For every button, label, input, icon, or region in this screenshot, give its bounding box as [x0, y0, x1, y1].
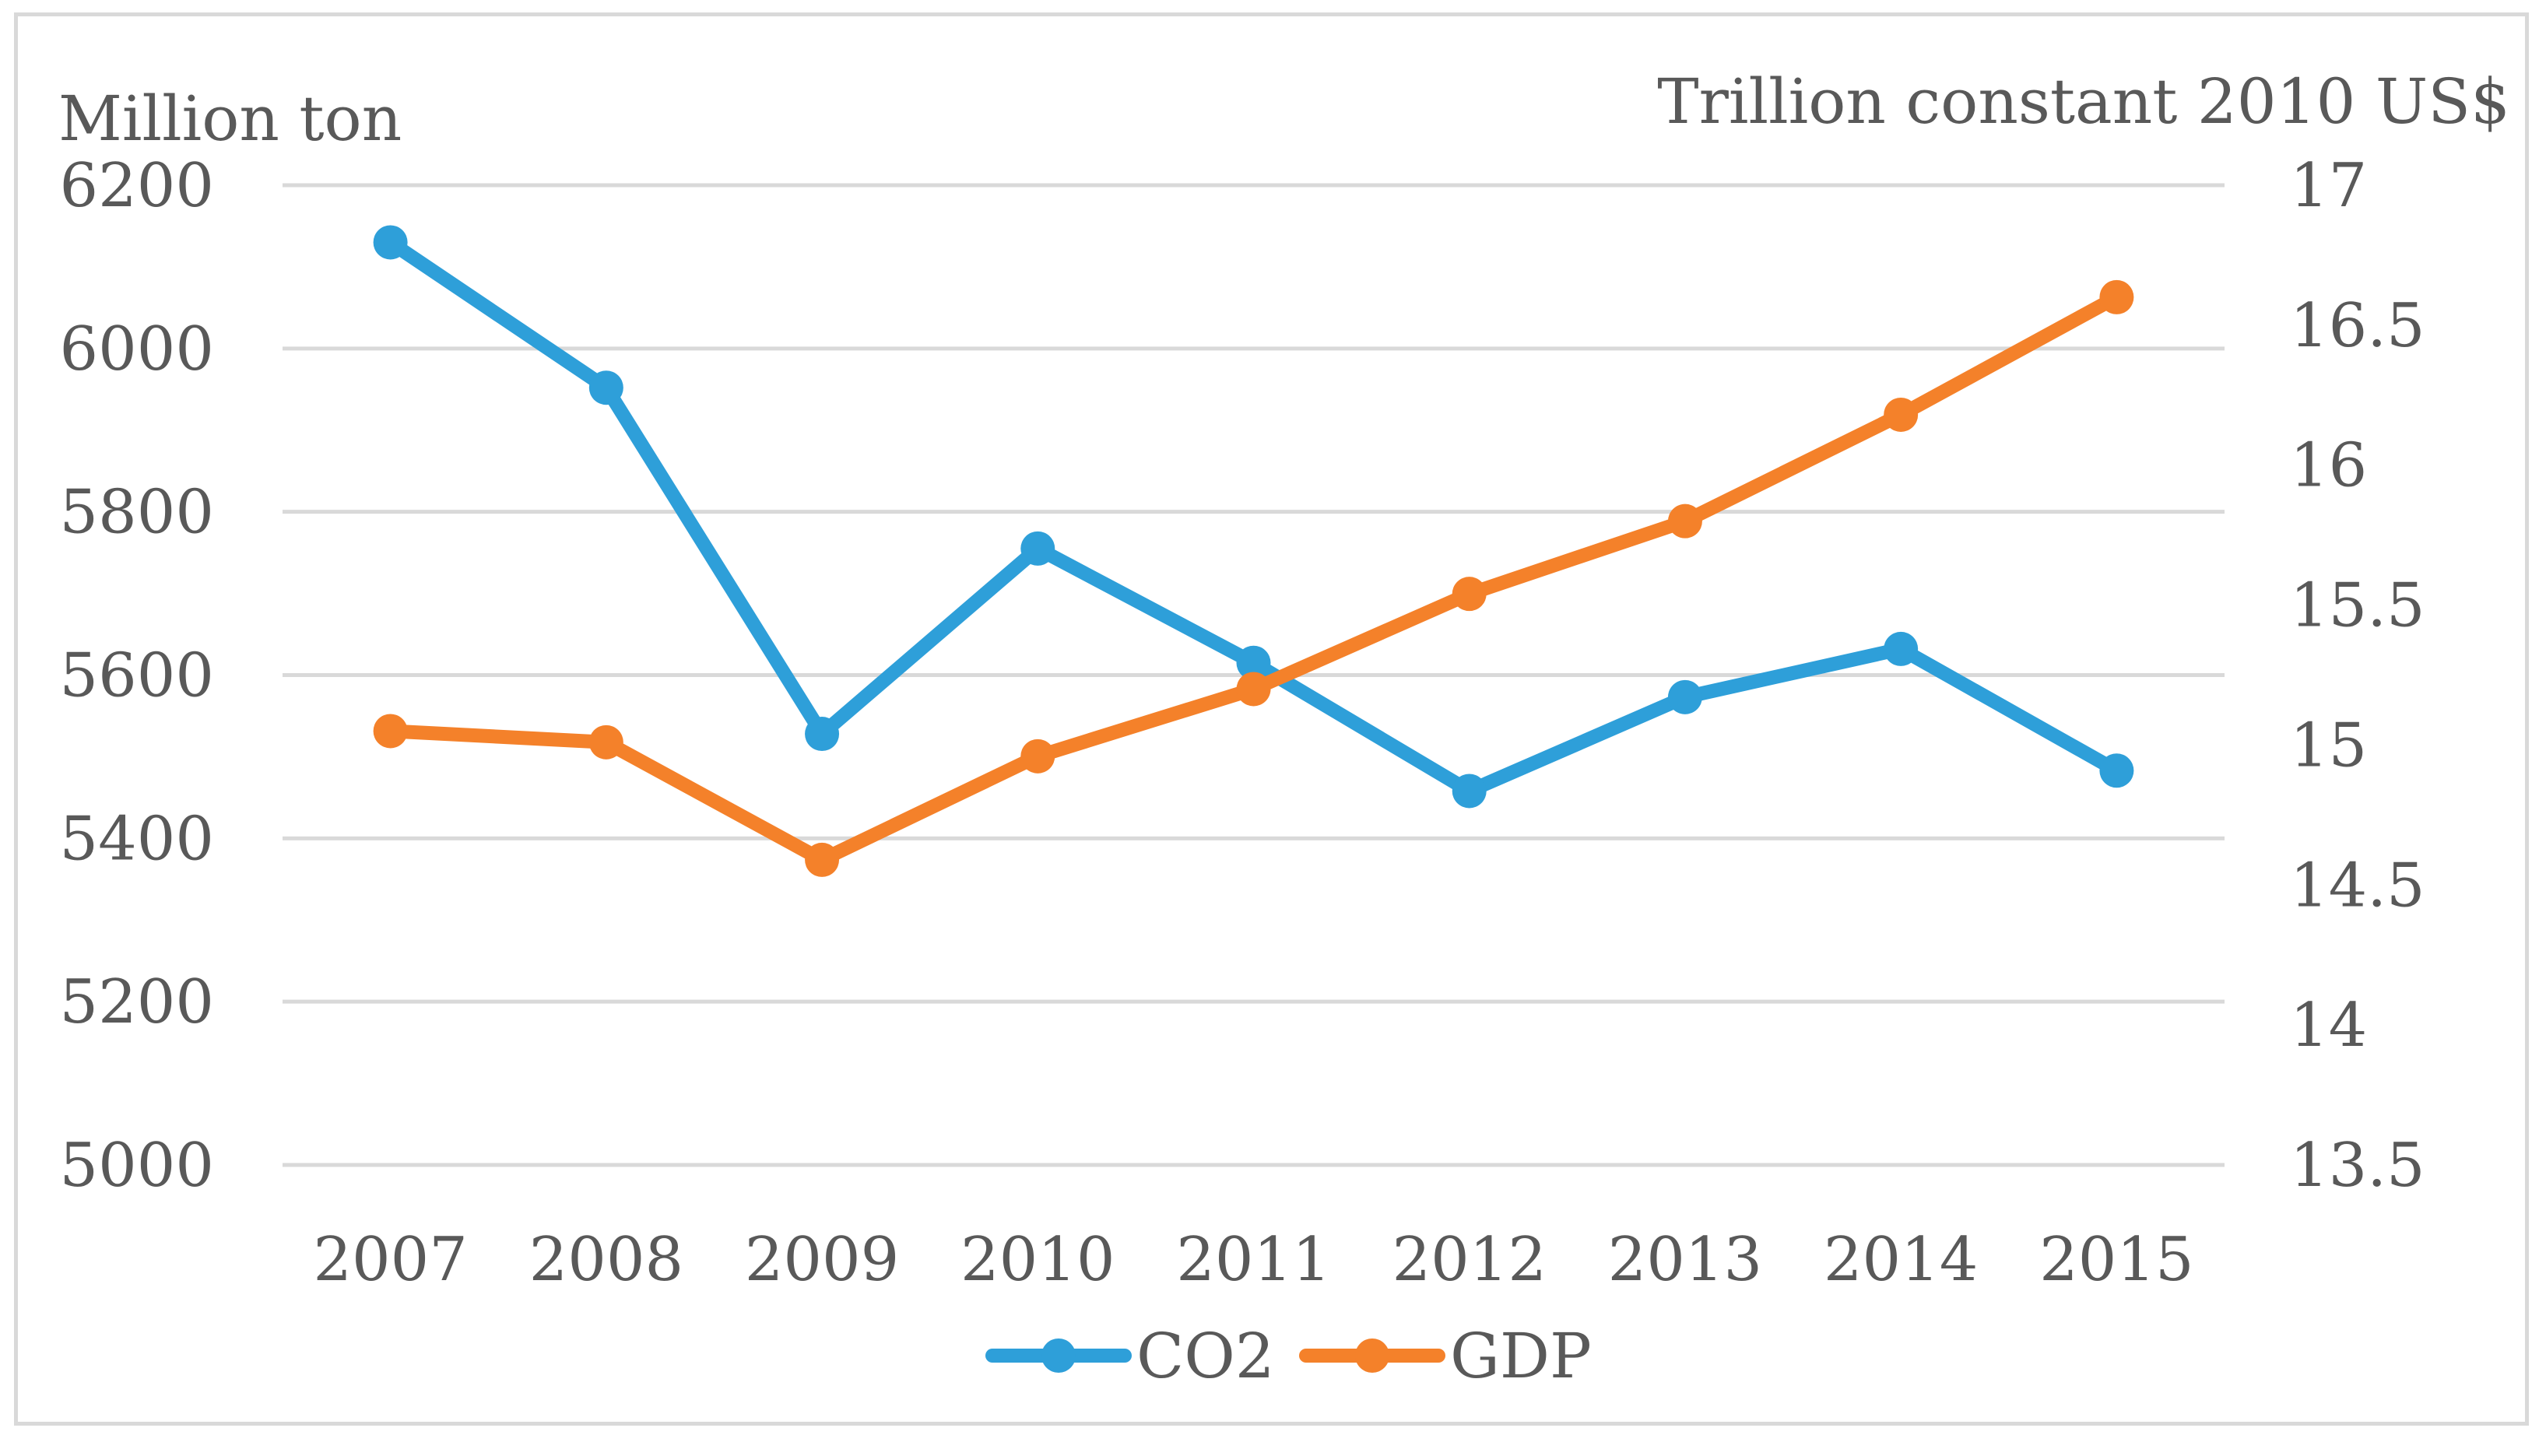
data-point-co2	[1236, 645, 1271, 680]
right-tick-label: 14.5	[2290, 851, 2425, 921]
right-tick-label: 16.5	[2290, 291, 2425, 361]
data-point-co2	[588, 370, 623, 405]
data-point-gdp	[373, 714, 408, 749]
left-tick-label: 5800	[59, 478, 214, 548]
data-point-gdp	[1667, 503, 1702, 539]
data-point-gdp	[2099, 279, 2134, 314]
left-tick-label: 6000	[59, 314, 214, 384]
x-tick-label: 2010	[960, 1225, 1115, 1295]
series-line-co2	[383, 235, 2124, 798]
legend-label-gdp: GDP	[1450, 1320, 1592, 1392]
left-axis-title: Million ton	[58, 82, 402, 155]
x-tick-label: 2007	[313, 1225, 468, 1295]
left-tick-label: 5600	[59, 641, 214, 711]
legend-item-co2: CO2	[985, 1320, 1275, 1392]
data-point-gdp	[1236, 672, 1271, 707]
legend-label-co2: CO2	[1136, 1320, 1275, 1392]
x-tick-label: 2014	[1824, 1225, 1979, 1295]
right-axis-title: Trillion constant 2010 US$	[1657, 65, 2510, 138]
data-point-co2	[1667, 679, 1702, 714]
x-tick-label: 2012	[1392, 1225, 1547, 1295]
data-point-co2	[373, 225, 408, 260]
left-tick-label: 5400	[59, 804, 214, 874]
data-point-gdp	[1452, 577, 1487, 612]
right-tick-label: 13.5	[2290, 1131, 2425, 1201]
series-line-gdp	[383, 289, 2124, 867]
data-point-gdp	[1884, 397, 1919, 432]
right-axis-ticks: 13.5 14 14.5 15 15.5 16 16.5 17	[2290, 151, 2425, 1201]
legend-marker-gdp	[1355, 1338, 1389, 1373]
right-tick-label: 15	[2290, 710, 2367, 781]
right-tick-label: 16	[2290, 431, 2367, 501]
x-tick-label: 2011	[1176, 1225, 1331, 1295]
left-axis-ticks: 5000 5200 5400 5600 5800 6000 6200	[59, 151, 214, 1201]
data-point-co2	[1020, 531, 1055, 566]
x-tick-label: 2008	[529, 1225, 684, 1295]
x-tick-label: 2013	[1608, 1225, 1763, 1295]
legend-marker-co2	[1041, 1338, 1076, 1373]
x-axis-ticks: 2007 2008 2009 2010 2011 2012 2013 2014 2015	[313, 1225, 2193, 1295]
data-point-gdp	[588, 724, 623, 760]
legend-item-gdp: GDP	[1299, 1320, 1592, 1392]
right-tick-label: 14	[2290, 991, 2367, 1061]
series-gdp	[373, 279, 2134, 877]
right-tick-label: 15.5	[2290, 571, 2425, 641]
left-tick-label: 5000	[59, 1131, 214, 1201]
series-layer	[373, 225, 2134, 877]
chart-frame	[14, 12, 2529, 1426]
x-tick-label: 2015	[2039, 1225, 2194, 1295]
right-tick-label: 17	[2290, 151, 2367, 221]
data-point-co2	[805, 717, 840, 752]
left-tick-label: 6200	[59, 151, 214, 221]
legend: CO2 GDP	[985, 1320, 1592, 1392]
series-co2	[373, 225, 2134, 809]
data-point-gdp	[805, 842, 840, 877]
data-point-gdp	[1020, 739, 1055, 774]
data-point-co2	[1452, 774, 1487, 809]
data-point-co2	[1884, 631, 1919, 666]
gridlines	[283, 183, 2225, 1167]
data-point-co2	[2099, 753, 2134, 788]
left-tick-label: 5200	[59, 967, 214, 1037]
x-tick-label: 2009	[745, 1225, 900, 1295]
